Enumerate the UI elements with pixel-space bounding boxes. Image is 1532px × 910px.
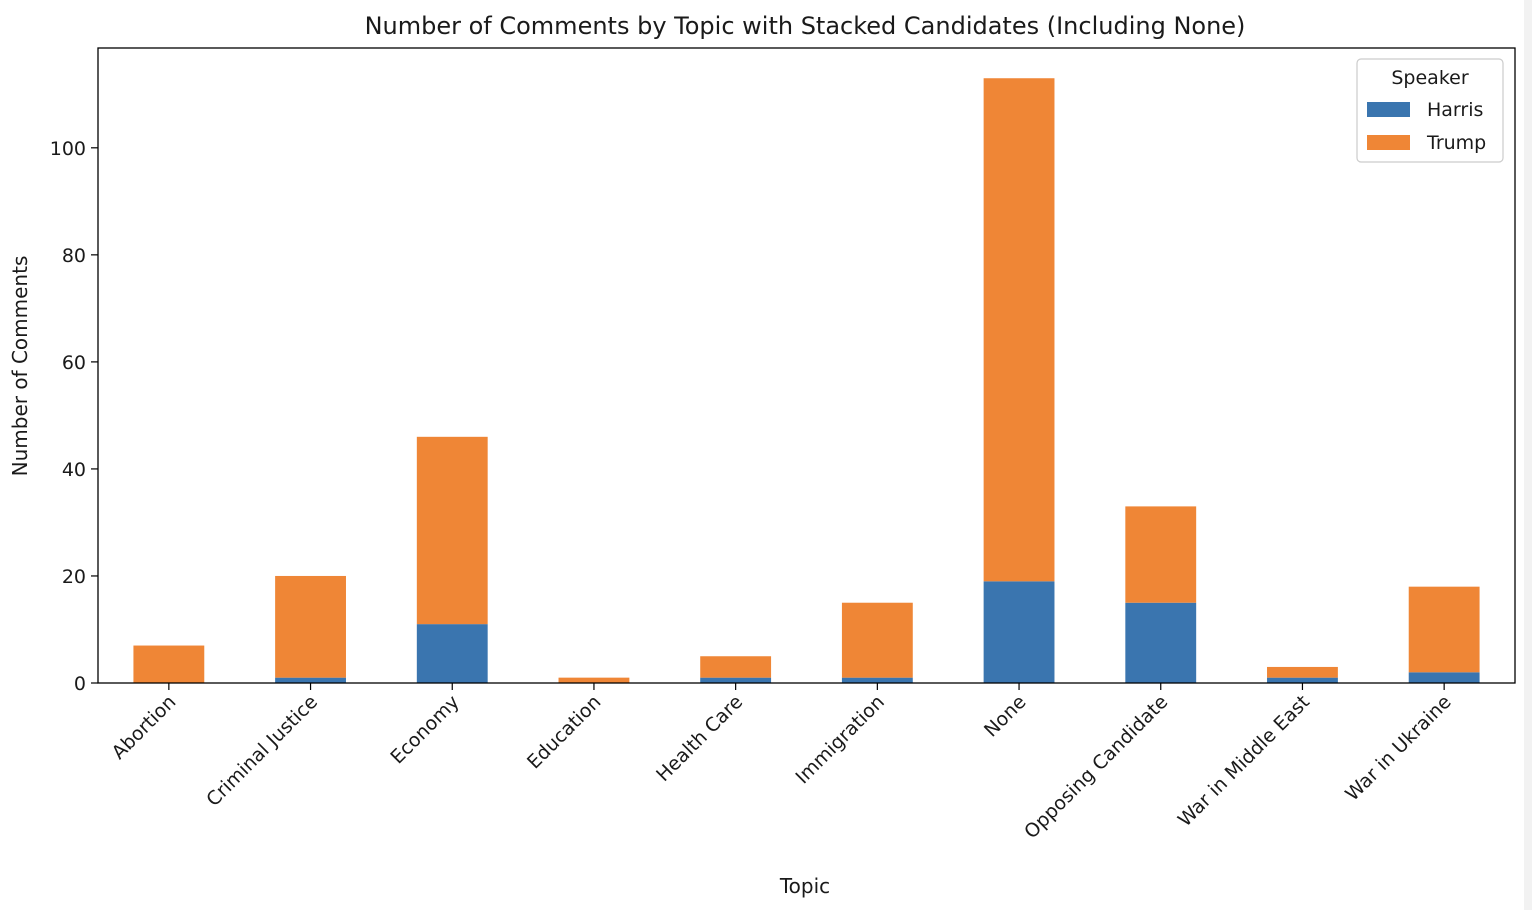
y-tick-label: 100 [50, 138, 86, 160]
legend-swatch-harris [1367, 102, 1410, 117]
y-tick-label: 0 [74, 673, 86, 695]
x-tick-label: None [980, 691, 1031, 742]
bar-trump-4 [700, 656, 772, 678]
window-edge-strip [1524, 0, 1532, 910]
x-axis-label: Topic [779, 874, 830, 898]
bar-harris-2 [416, 624, 488, 683]
bar-harris-9 [1408, 672, 1480, 683]
x-tick-label: War in Middle East [1174, 691, 1314, 831]
bar-trump-3 [558, 677, 630, 683]
bars-group [133, 78, 1480, 683]
x-tick-label: Criminal Justice [202, 691, 322, 811]
bar-trump-6 [983, 78, 1055, 582]
bar-trump-7 [1125, 506, 1197, 603]
bar-harris-1 [275, 677, 346, 683]
y-axis-label: Number of Comments [8, 256, 32, 477]
y-tick-label: 80 [62, 245, 86, 267]
x-tick-label: War in Ukraine [1341, 691, 1455, 805]
bar-trump-0 [133, 645, 205, 683]
x-tick-label: Economy [386, 691, 463, 768]
x-tick-label: Education [523, 691, 605, 773]
x-tick-label: Opposing Candidate [1020, 691, 1172, 843]
x-tick-label: Abortion [108, 691, 181, 764]
x-tick-label: Immigration [791, 691, 888, 788]
x-tick-label: Health Care [652, 691, 747, 786]
bar-harris-8 [1267, 677, 1338, 683]
y-tick-label: 20 [62, 566, 86, 588]
bar-trump-8 [1267, 666, 1338, 678]
bar-harris-5 [841, 677, 913, 683]
bar-trump-2 [416, 436, 488, 625]
legend-swatch-trump [1367, 135, 1410, 150]
legend: Speaker Harris Trump [1356, 58, 1504, 163]
bar-harris-6 [983, 581, 1055, 683]
y-axis: 0 20 40 60 80 100 [50, 138, 98, 695]
y-tick-label: 60 [62, 352, 86, 374]
legend-label-harris: Harris [1427, 99, 1483, 121]
bar-trump-1 [275, 575, 346, 678]
plot-frame [97, 47, 1516, 684]
bar-trump-5 [841, 602, 913, 678]
x-axis: Abortion Criminal Justice Economy Education… [108, 683, 1456, 843]
chart-title: Number of Comments by Topic with Stacked… [365, 12, 1246, 40]
legend-title: Speaker [1391, 67, 1468, 89]
y-tick-label: 40 [62, 459, 86, 481]
legend-label-trump: Trump [1426, 132, 1486, 154]
bar-harris-4 [700, 677, 772, 683]
bar-harris-7 [1125, 602, 1197, 683]
bar-trump-9 [1408, 586, 1480, 673]
